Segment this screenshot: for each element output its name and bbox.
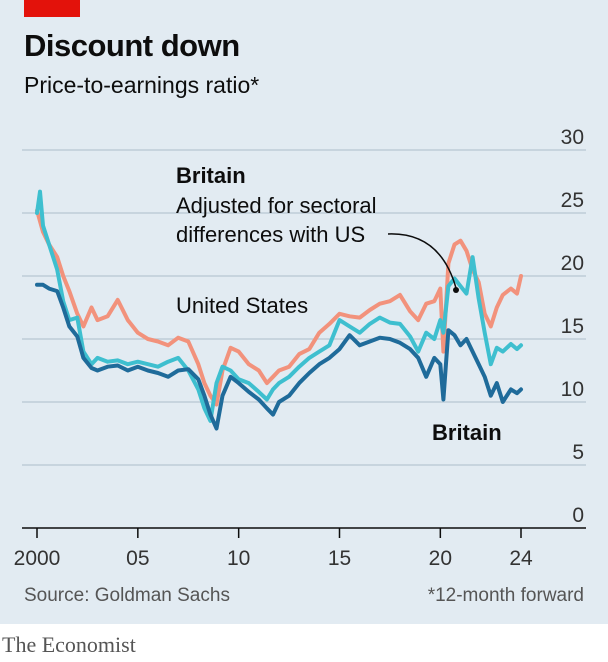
chart-panel [0,0,608,624]
annotation-leader-line [387,233,457,289]
y-axis-tick-labels: 0 5 10 15 20 25 30 [561,126,584,527]
label-united-states: United States [176,293,308,318]
publisher-logo: The Economist [2,632,136,657]
x-tick-label: 05 [126,547,149,570]
gridlines [22,149,586,529]
x-tick-label: 20 [429,547,452,570]
y-tick-label: 30 [561,126,584,149]
y-tick-label: 20 [561,252,584,275]
y-tick-label: 15 [561,315,584,338]
label-britain-bottom: Britain [432,420,502,445]
series-line-0 [35,208,523,407]
series-line-1 [35,189,523,423]
label-adjusted-line1: Adjusted for sectoral [176,193,377,218]
y-tick-label: 10 [561,378,584,401]
label-adjusted-line2: differences with US [176,222,365,247]
y-tick-label: 0 [572,504,584,527]
y-tick-label: 25 [561,189,584,212]
x-tick-label: 10 [227,547,250,570]
source-note: Source: Goldman Sachs [24,585,230,606]
chart-subtitle: Price-to-earnings ratio* [24,72,260,98]
chart-title: Discount down [24,28,240,63]
x-tick-label: 15 [328,547,351,570]
annotations: Britain Adjusted for sectoral differences … [176,163,502,445]
x-tick-label: 2000 [14,547,61,570]
brand-red-tag [24,0,80,17]
label-britain-top: Britain [176,163,246,188]
x-tick-label: 24 [509,547,533,570]
x-axis: 2000 05 10 15 20 24 [14,528,533,570]
series-line-2 [35,282,523,431]
series-lines [35,189,523,431]
annotation-leader-dot [453,287,459,293]
y-tick-label: 5 [572,441,584,464]
footnote: *12-month forward [427,585,584,606]
